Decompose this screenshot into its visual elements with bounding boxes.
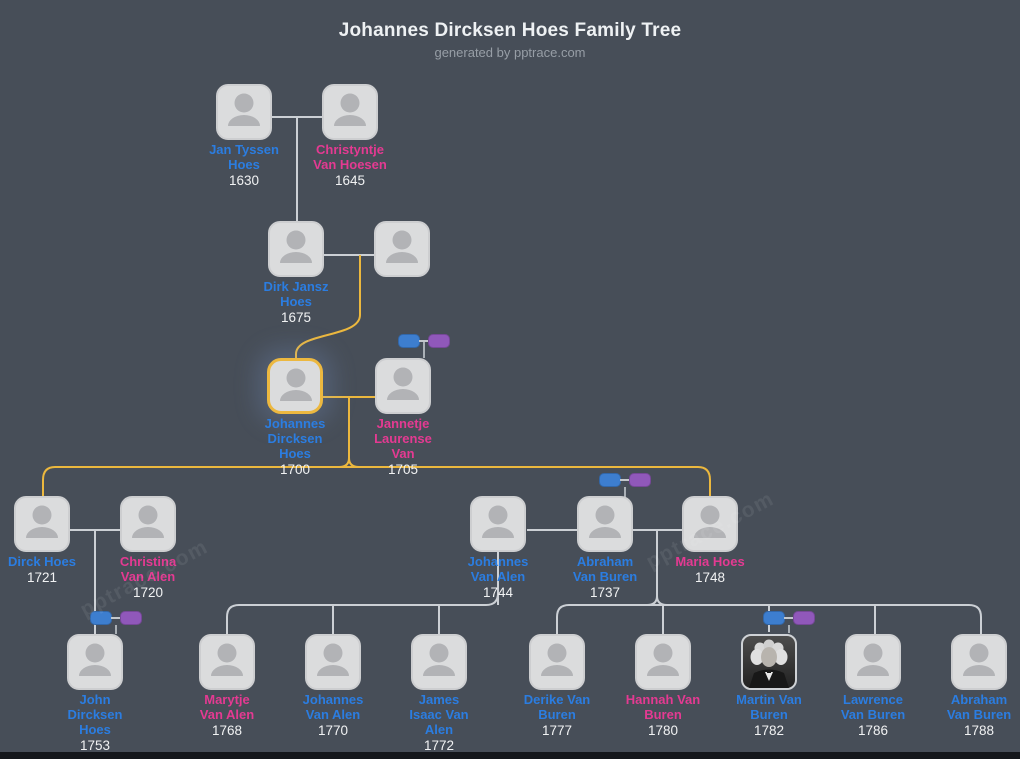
person-name: Abraham Van Buren (572, 554, 638, 584)
person-name: Dirck Hoes (8, 554, 76, 569)
person-silhouette-icon (211, 643, 243, 676)
person-birth-year: 1772 (423, 738, 455, 753)
person-silhouette-icon (317, 643, 349, 676)
person-silhouette-icon (963, 643, 995, 676)
spouse-pill-purple-icon (793, 611, 815, 625)
person-silhouette-icon (482, 505, 514, 538)
person-silhouette-icon (79, 643, 111, 676)
person-name: Dirk Jansz Hoes (263, 279, 329, 309)
person-birth-year: 1770 (317, 723, 349, 738)
person-jannetje-laurense-van[interactable] (375, 358, 431, 414)
person-name: Hannah Van Buren (625, 692, 701, 722)
person-birth-year: 1753 (79, 738, 111, 753)
person-silhouette-icon (228, 93, 260, 126)
person-birth-year: 1630 (228, 173, 260, 188)
person-maria-hoes[interactable] (682, 496, 738, 552)
person-birth-year: 1700 (279, 462, 311, 477)
person-birth-year: 1675 (280, 310, 312, 325)
pill-connector (419, 340, 429, 342)
person-name: Christina Van Alen (119, 554, 177, 584)
person-birth-year: 1748 (694, 570, 726, 585)
person-name: Johannes Van Alen (467, 554, 529, 584)
person-abraham-van-buren-1737[interactable] (577, 496, 633, 552)
bottom-window-edge (0, 752, 1020, 759)
person-silhouette-icon (280, 368, 312, 401)
spouse-pill-blue-icon (599, 473, 621, 487)
union-badge-john-dircksen-hoes[interactable] (90, 611, 142, 625)
spouse-pill-purple-icon (120, 611, 142, 625)
person-name: Lawrence Van Buren (840, 692, 906, 722)
person-birth-year: 1786 (857, 723, 889, 738)
person-birth-year: 1645 (334, 173, 366, 188)
person-birth-year: 1705 (387, 462, 419, 477)
person-silhouette-icon (647, 643, 679, 676)
union-badge-abraham-van-buren[interactable] (599, 473, 651, 487)
person-name: Marytje Van Alen (199, 692, 255, 722)
person-birth-year: 1744 (482, 585, 514, 600)
person-name: Jan Tyssen Hoes (209, 142, 279, 172)
person-silhouette-icon (541, 643, 573, 676)
person-silhouette-icon (132, 505, 164, 538)
person-name: John Dircksen Hoes (67, 692, 123, 737)
person-birth-year: 1720 (132, 585, 164, 600)
pill-connector (620, 479, 630, 481)
person-birth-year: 1721 (26, 570, 58, 585)
person-dirk-jansz-hoes[interactable] (268, 221, 324, 277)
person-dirck-hoes[interactable] (14, 496, 70, 552)
spouse-pill-blue-icon (90, 611, 112, 625)
person-birth-year: 1780 (647, 723, 679, 738)
person-name: Jannetje Laurense Van (374, 416, 432, 461)
person-silhouette-icon (334, 93, 366, 126)
page-subtitle: generated by pptrace.com (434, 45, 586, 60)
person-name: Johannes Van Alen (302, 692, 364, 722)
person-name: Maria Hoes (675, 554, 745, 569)
person-christyntje-van-hoesen[interactable] (322, 84, 378, 140)
person-marytje-van-alen[interactable] (199, 634, 255, 690)
person-name: Christyntje Van Hoesen (313, 142, 387, 172)
spouse-pill-purple-icon (428, 334, 450, 348)
person-johannes-van-alen-1770[interactable] (305, 634, 361, 690)
person-birth-year: 1788 (963, 723, 995, 738)
person-abraham-van-buren-1788[interactable] (951, 634, 1007, 690)
pill-connector (111, 617, 121, 619)
person-johannes-van-alen-1744[interactable] (470, 496, 526, 552)
pill-connector (784, 617, 794, 619)
person-silhouette-icon (280, 230, 312, 263)
person-john-dircksen-hoes[interactable] (67, 634, 123, 690)
spouse-pill-blue-icon (763, 611, 785, 625)
person-silhouette-icon (857, 643, 889, 676)
person-name: Abraham Van Buren (946, 692, 1012, 722)
person-birth-year: 1782 (753, 723, 785, 738)
person-birth-year: 1737 (589, 585, 621, 600)
person-silhouette-icon (694, 505, 726, 538)
person-name: Johannes Dircksen Hoes (264, 416, 326, 461)
person-name: Derike Van Buren (523, 692, 591, 722)
person-silhouette-icon (423, 643, 455, 676)
person-silhouette-icon (386, 230, 418, 263)
person-silhouette-icon (387, 367, 419, 400)
spouse-pill-blue-icon (398, 334, 420, 348)
person-derike-van-buren[interactable] (529, 634, 585, 690)
martin-van-buren-portrait (743, 636, 795, 688)
person-name: James Isaac Van Alen (409, 692, 469, 737)
person-james-isaac-van-alen[interactable] (411, 634, 467, 690)
person-name: Martin Van Buren (736, 692, 802, 722)
person-martin-van-buren[interactable] (741, 634, 797, 690)
person-johannes-dircksen-hoes[interactable] (267, 358, 323, 414)
person-birth-year: 1777 (541, 723, 573, 738)
person-birth-year: 1768 (211, 723, 243, 738)
person-lawrence-van-buren[interactable] (845, 634, 901, 690)
person-silhouette-icon (26, 505, 58, 538)
person-jan-tyssen-hoes[interactable] (216, 84, 272, 140)
person-unnamed-spouse[interactable] (374, 221, 430, 277)
person-christina-van-alen[interactable] (120, 496, 176, 552)
page-title: Johannes Dircksen Hoes Family Tree (338, 20, 682, 41)
union-badge-martin-van-buren[interactable] (763, 611, 815, 625)
person-hannah-van-buren[interactable] (635, 634, 691, 690)
person-silhouette-icon (589, 505, 621, 538)
union-badge-jannetje[interactable] (398, 334, 450, 348)
spouse-pill-purple-icon (629, 473, 651, 487)
